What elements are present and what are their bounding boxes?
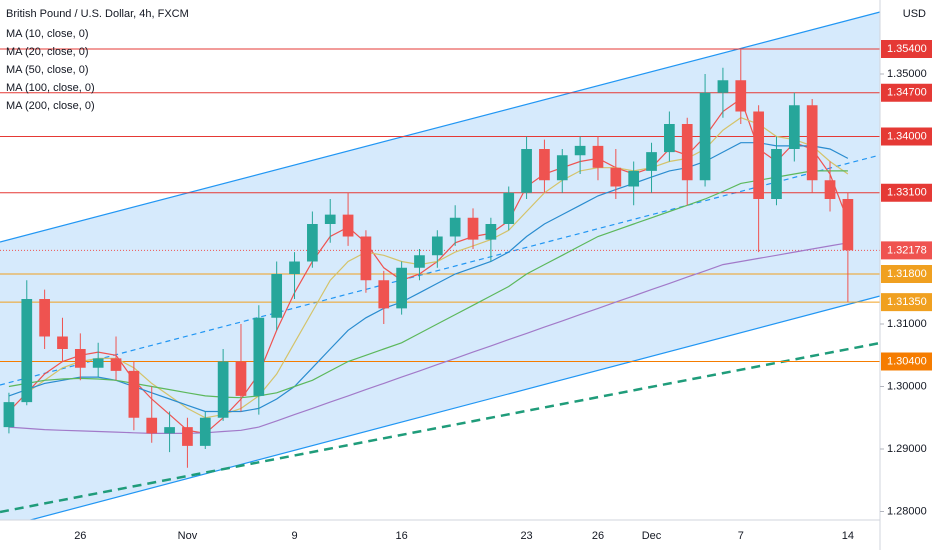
- candle-body: [556, 155, 568, 181]
- x-tick-label: 23: [520, 530, 532, 542]
- candle-body: [431, 236, 443, 256]
- level-label: 1.31800: [887, 268, 927, 280]
- candle-body: [92, 358, 104, 368]
- candle-body: [824, 180, 836, 199]
- candle-body: [574, 145, 586, 156]
- candle-body: [628, 170, 640, 187]
- candle-body: [414, 255, 425, 268]
- candle-body: [57, 336, 68, 349]
- legend-entry: MA (10, close, 0): [6, 28, 89, 40]
- candle-body: [521, 149, 532, 193]
- candle-body: [74, 349, 86, 368]
- level-badge: [881, 352, 932, 371]
- x-tick-label: 7: [738, 530, 744, 542]
- candle-body: [146, 417, 158, 434]
- candle-body: [378, 280, 390, 309]
- level-badge: [881, 265, 932, 283]
- candle-body: [646, 152, 657, 171]
- x-tick-label: Dec: [642, 530, 662, 542]
- y-tick-label: 1.30000: [887, 380, 927, 392]
- y-tick-label: 1.35000: [887, 68, 927, 80]
- x-tick-label: 9: [291, 530, 297, 542]
- candle-body: [467, 217, 479, 240]
- candles: [3, 49, 854, 468]
- ma-line: [8, 170, 848, 399]
- candle-body: [717, 80, 729, 93]
- level-label: 1.31350: [887, 296, 927, 308]
- level-label: 1.33100: [887, 187, 927, 199]
- y-tick-label: 1.28000: [887, 505, 927, 517]
- candle-body: [182, 427, 193, 446]
- level-badge: [881, 241, 932, 260]
- level-label: 1.34700: [887, 87, 927, 99]
- level-label: 1.35400: [887, 43, 927, 55]
- legend-entry: MA (100, close, 0): [6, 82, 95, 94]
- x-tick-label: 26: [74, 530, 86, 542]
- candle-body: [199, 417, 211, 446]
- candle-body: [449, 217, 461, 237]
- level-badge: [881, 40, 932, 58]
- candle-body: [503, 192, 515, 224]
- candle-body: [324, 214, 336, 224]
- candle-body: [610, 167, 622, 187]
- candle-body: [771, 149, 782, 199]
- candle-body: [217, 361, 229, 418]
- candle-body: [735, 80, 747, 112]
- candle-body: [164, 427, 175, 434]
- level-badge: [881, 83, 932, 102]
- levels: [0, 48, 880, 362]
- x-tick-label: 16: [396, 530, 408, 542]
- legend-entry: MA (50, close, 0): [6, 64, 89, 76]
- level-label: 1.32178: [887, 244, 927, 256]
- level-label: 1.34000: [887, 130, 927, 142]
- channel-mid: [0, 154, 881, 386]
- candle-body: [788, 105, 800, 149]
- level-badge: [881, 127, 932, 146]
- candle-body: [753, 111, 764, 199]
- chart-title: British Pound / U.S. Dollar, 4h, FXCM: [6, 8, 189, 20]
- y-tick-label: 1.29000: [887, 443, 927, 455]
- y-tick-label: 1.31000: [887, 318, 927, 330]
- level-label: 1.30400: [887, 355, 927, 367]
- legend-entry: MA (20, close, 0): [6, 46, 89, 58]
- legend-entry: MA (200, close, 0): [6, 100, 95, 112]
- candle-body: [681, 124, 693, 181]
- channel-lower: [0, 295, 881, 529]
- candle-body: [592, 145, 604, 168]
- candle-body: [485, 224, 497, 240]
- candle-body: [3, 402, 15, 428]
- time-axis-bg: [0, 520, 880, 550]
- candle-body: [539, 149, 550, 181]
- candle-body: [664, 124, 675, 153]
- candle-body: [289, 261, 300, 274]
- candle-body: [128, 370, 140, 418]
- channel-upper: [0, 11, 881, 243]
- candle-body: [806, 105, 818, 181]
- candle-body: [110, 358, 122, 371]
- candle-body: [307, 224, 318, 262]
- level-badge: [881, 183, 932, 202]
- candle-body: [21, 299, 33, 403]
- candle-body: [342, 214, 354, 237]
- candle-body: [271, 274, 283, 318]
- x-tick-label: 14: [842, 530, 854, 542]
- candle-body: [699, 92, 711, 181]
- x-tick-label: 26: [592, 530, 604, 542]
- axes: 1.28000 1.29000 1.30000 1.31000 1.35000 1.354…: [74, 40, 932, 542]
- candle-body: [360, 236, 372, 281]
- currency-label: USD: [903, 8, 926, 20]
- level-badge: [881, 293, 932, 312]
- legend: MA (10, close, 0) MA (20, close, 0) MA (50…: [6, 28, 95, 112]
- candle-body: [253, 317, 265, 396]
- candle-body: [842, 199, 854, 251]
- x-tick-label: Nov: [178, 530, 198, 542]
- candle-body: [39, 299, 50, 337]
- candle-body: [235, 361, 247, 396]
- candle-body: [396, 267, 407, 309]
